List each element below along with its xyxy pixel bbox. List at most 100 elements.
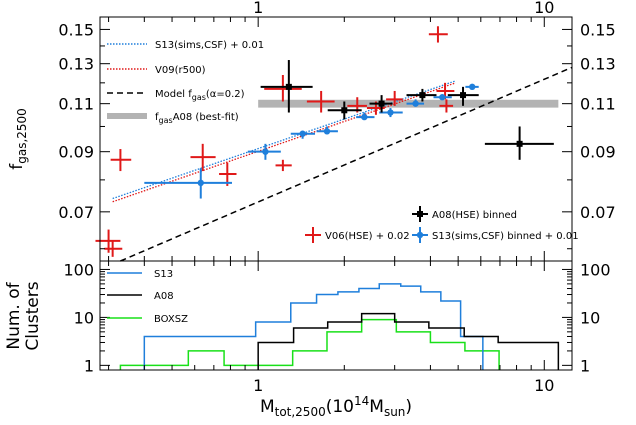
y-tick-label-left: 0.11 bbox=[58, 95, 94, 114]
legend-item-v06: V06(HSE) + 0.02 bbox=[305, 227, 410, 243]
legend-item-fgas-a08: fgasA08 (best-fit) bbox=[107, 112, 239, 125]
s13-point bbox=[406, 99, 425, 107]
s13-histogram bbox=[143, 283, 484, 370]
top-axes-layer: 1 10 0.07 0.07 0.09 0.09 0.11 0.11 0.13 0.13 0.15 0… bbox=[58, 0, 616, 261]
y-tick-label-right: 1 bbox=[580, 356, 590, 375]
legend-label-text: Model f bbox=[155, 89, 192, 100]
legend-circle-marker bbox=[416, 231, 424, 239]
y-tick-label-right: 0.09 bbox=[580, 143, 616, 162]
legend-label: S13(sims,CSF) binned + 0.01 bbox=[432, 231, 579, 242]
y-tick-label-right: 0.15 bbox=[580, 20, 616, 39]
v06-point bbox=[104, 240, 123, 257]
a08-point bbox=[260, 60, 313, 113]
v06-point bbox=[264, 74, 302, 102]
legend-label: A08 bbox=[154, 291, 174, 302]
x-tick-label: 1 bbox=[253, 376, 263, 395]
y-tick-label-left: 100 bbox=[63, 260, 94, 279]
legend-item-a08-hist: A08 bbox=[107, 291, 174, 302]
legend-label: A08(HSE) binned bbox=[432, 210, 517, 221]
y-tick-label-left: 0.09 bbox=[58, 143, 94, 162]
a08-point bbox=[369, 95, 393, 113]
s13-point bbox=[247, 143, 281, 160]
s13-point bbox=[316, 126, 338, 135]
v06-point bbox=[439, 99, 454, 113]
v06-point bbox=[190, 143, 216, 172]
histogram-legend-layer: S13 A08 BOXSZ bbox=[107, 269, 188, 325]
circle-marker bbox=[361, 113, 368, 121]
a08-point bbox=[406, 88, 437, 102]
legend-label: V09(r500) bbox=[155, 65, 206, 76]
legend-label-subscript: gas bbox=[192, 93, 206, 102]
s13-point bbox=[379, 108, 403, 118]
a08-point bbox=[447, 86, 479, 106]
boxsz-histogram bbox=[119, 318, 500, 370]
square-marker bbox=[460, 92, 467, 99]
y-tick-label-left: 0.13 bbox=[58, 55, 94, 74]
s13-point bbox=[465, 83, 479, 91]
legend-swatch bbox=[107, 113, 147, 119]
y-tick-label-left: 0.07 bbox=[58, 203, 94, 222]
legend-item-s13-binned: S13(sims,CSF) binned + 0.01 bbox=[412, 227, 579, 243]
top-panel: 1 10 0.07 0.07 0.09 0.09 0.11 0.11 0.13 0.13 0.15 0… bbox=[7, 0, 616, 262]
bottom-panel: 1 10 1 1 10 10 100 100 S13 A08 BOXSZ Num. ofClust… bbox=[4, 260, 611, 419]
square-marker bbox=[516, 140, 523, 147]
top-x-tick-label: 1 bbox=[253, 0, 263, 17]
square-marker bbox=[378, 100, 385, 107]
v06-point bbox=[275, 159, 292, 172]
legend-item-a08-binned: A08(HSE) binned bbox=[412, 206, 517, 222]
y-tick-label-left: 0.15 bbox=[58, 20, 94, 39]
data-points-layer bbox=[95, 26, 554, 257]
s13-point bbox=[290, 130, 316, 139]
legend-label-text: V09(r500) bbox=[155, 65, 206, 76]
legend-square-marker bbox=[417, 211, 423, 217]
y-tick-label-right: 0.11 bbox=[580, 95, 616, 114]
square-marker bbox=[285, 83, 292, 90]
legend-item-s13-hist: S13 bbox=[107, 269, 173, 280]
x-tick-label: 10 bbox=[534, 376, 554, 395]
top-y-axis-label: fgas,2500 bbox=[7, 108, 29, 170]
histogram-layer bbox=[119, 283, 560, 370]
legend-item-model: Model fgas(α=0.2) bbox=[107, 89, 245, 102]
legend-label: fgasA08 (best-fit) bbox=[155, 112, 239, 125]
s13-trend-line bbox=[112, 80, 456, 200]
y-tick-label-left: 10 bbox=[74, 308, 94, 327]
y-tick-label-right: 10 bbox=[580, 308, 600, 327]
bottom-plot-frame bbox=[99, 260, 573, 371]
circle-marker bbox=[469, 83, 476, 91]
bottom-y-axis-label: Num. ofClusters bbox=[4, 281, 43, 350]
legend-label-text: f bbox=[155, 112, 159, 123]
legend-label: V06(HSE) + 0.02 bbox=[325, 231, 410, 242]
legend-label: S13(sims,CSF) + 0.01 bbox=[155, 40, 264, 51]
square-marker bbox=[341, 107, 348, 114]
a08-point bbox=[327, 101, 362, 120]
a08-point bbox=[484, 126, 554, 160]
points-legend-layer: A08(HSE) binned V06(HSE) + 0.02 S13(sims,C… bbox=[305, 206, 579, 243]
bottom-axes-layer: 1 10 1 1 10 10 100 100 bbox=[63, 260, 610, 395]
legend-label-text: (α=0.2) bbox=[206, 89, 245, 100]
v06-point bbox=[306, 90, 335, 113]
a08-histogram bbox=[257, 312, 560, 370]
square-marker bbox=[419, 92, 426, 99]
x-axis-label: Mtot,2500(1014Msun) bbox=[260, 394, 412, 419]
s13-point bbox=[144, 168, 232, 199]
s13-point bbox=[433, 94, 452, 101]
legend-label-subscript: gas bbox=[159, 116, 173, 125]
legend-label-text: A08 (best-fit) bbox=[173, 112, 239, 123]
circle-marker bbox=[299, 130, 306, 137]
y-tick-label-right: 0.07 bbox=[580, 203, 616, 222]
legend-label: S13 bbox=[154, 269, 173, 280]
circle-marker bbox=[262, 148, 269, 155]
circle-marker bbox=[412, 100, 419, 107]
s13-point bbox=[356, 112, 375, 121]
model-fgas-line bbox=[120, 66, 573, 262]
circle-marker bbox=[387, 109, 394, 116]
y-tick-label-left: 1 bbox=[84, 356, 94, 375]
y-tick-label-right: 0.13 bbox=[580, 55, 616, 74]
circle-marker bbox=[323, 128, 331, 135]
v06-point bbox=[428, 26, 448, 43]
legend-label: Model fgas(α=0.2) bbox=[155, 89, 245, 102]
legend-label: BOXSZ bbox=[154, 314, 188, 325]
circle-marker bbox=[439, 94, 446, 101]
circle-marker bbox=[197, 179, 204, 187]
